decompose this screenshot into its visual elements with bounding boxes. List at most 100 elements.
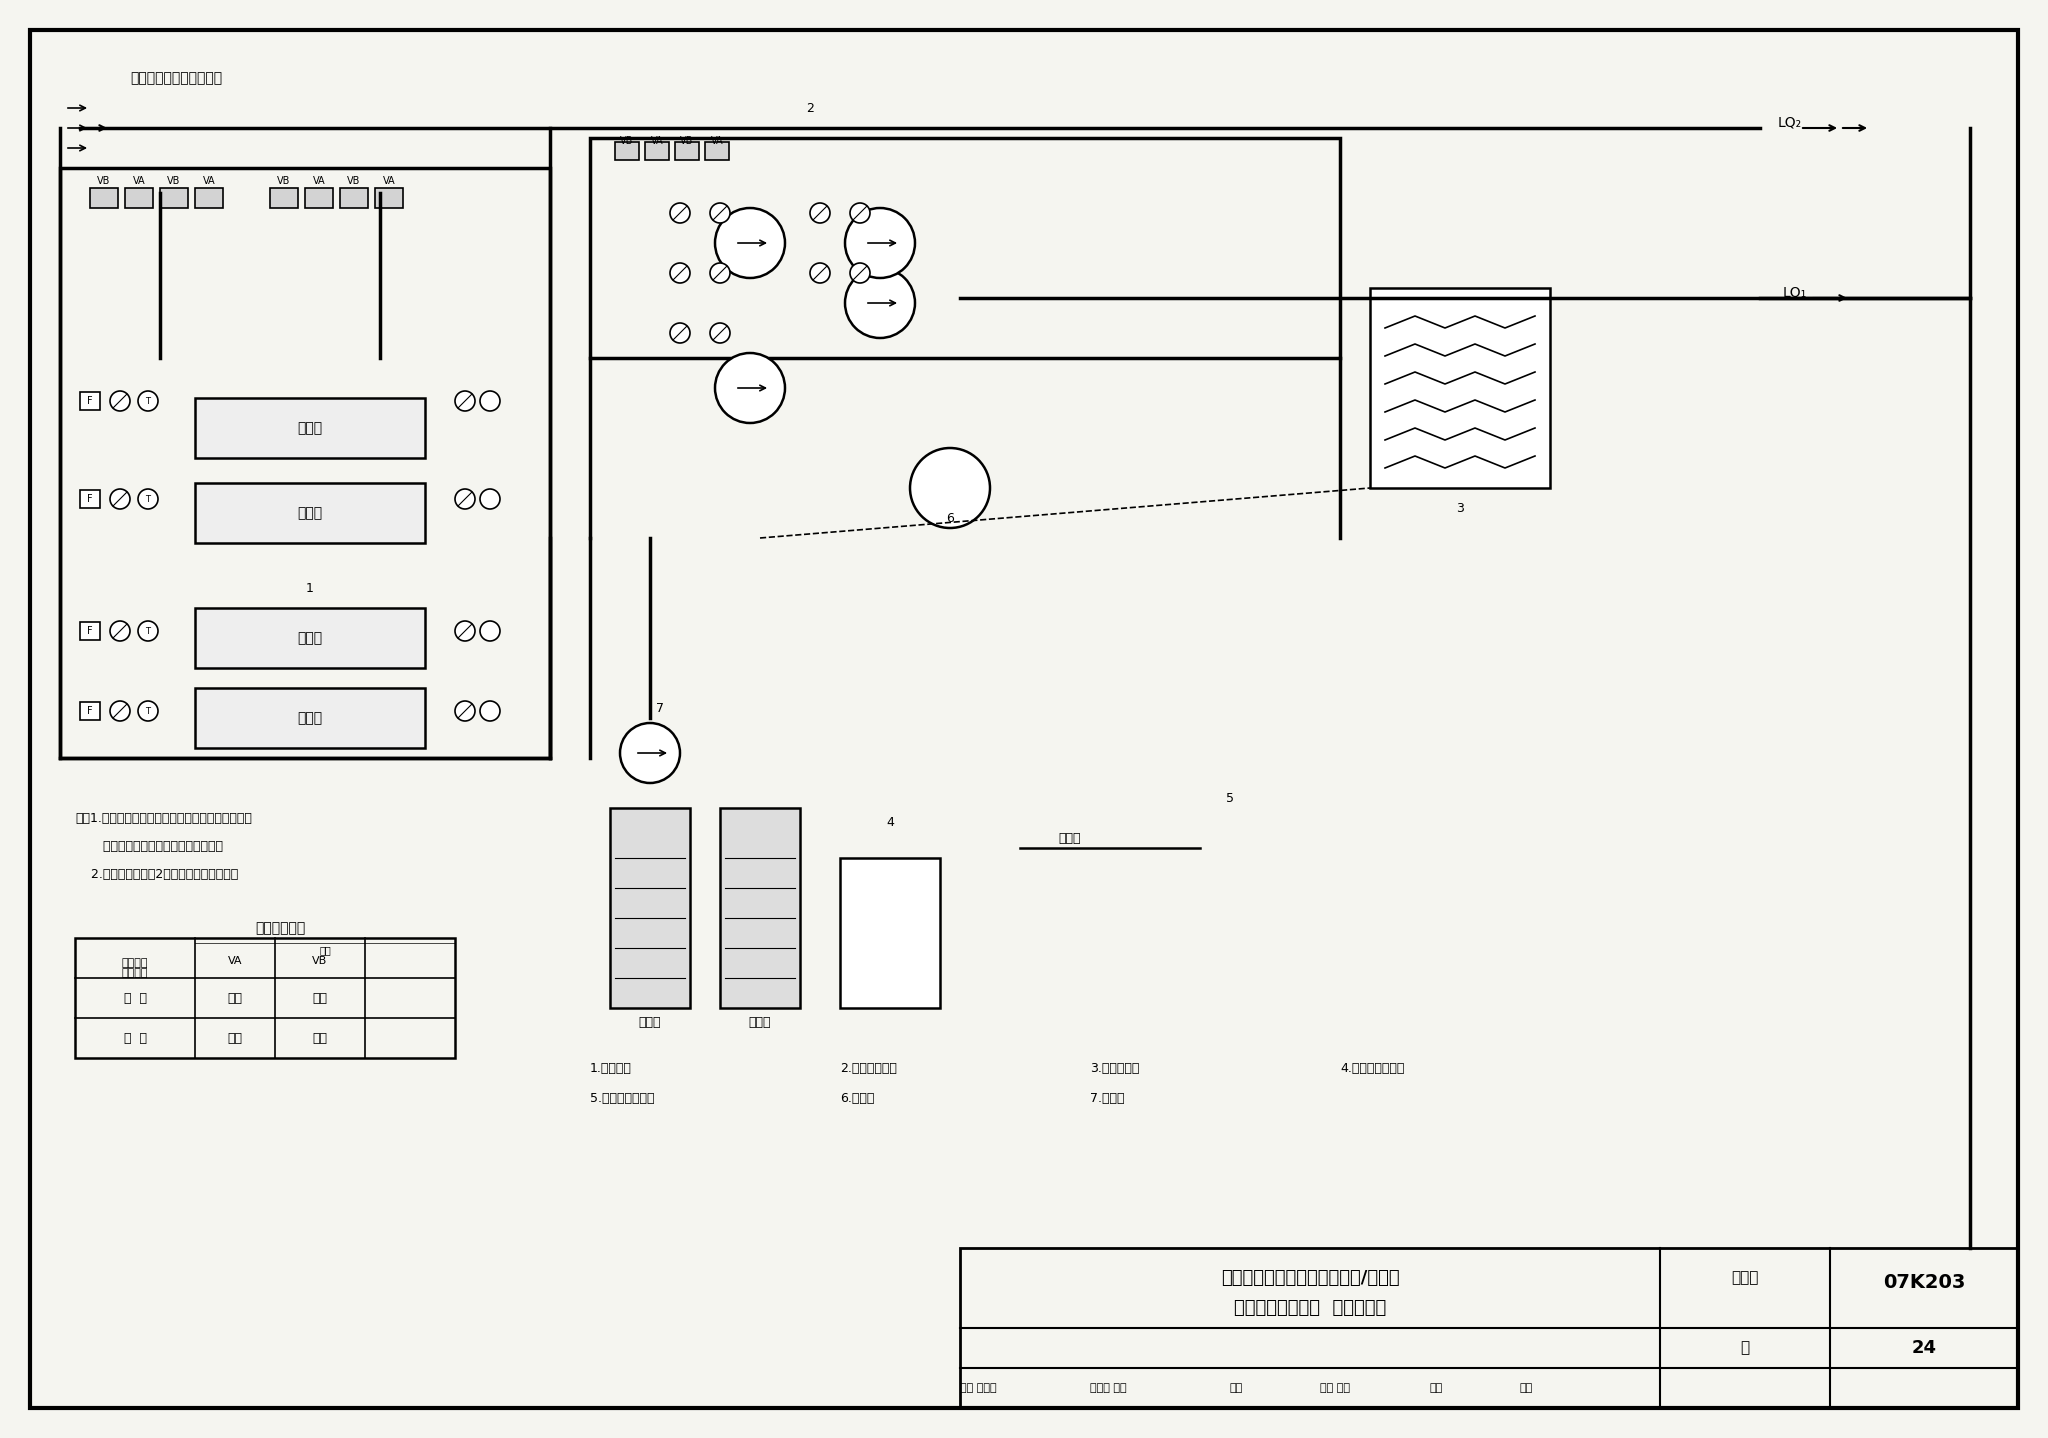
Bar [1370,288,1550,487]
Text: 关闭: 关闭 [313,991,328,1005]
Text: 2.当机组合数多于2台时，应取消备用泵．: 2.当机组合数多于2台时，应取消备用泵． [76,867,238,880]
Text: VA: VA [227,956,242,966]
Circle shape [711,203,729,223]
Circle shape [670,203,690,223]
Text: 阀门: 阀门 [319,945,332,955]
Text: 页: 页 [1741,1340,1749,1356]
Circle shape [137,700,158,720]
Bar [80,623,100,640]
Circle shape [811,203,829,223]
Circle shape [846,267,915,338]
Bar [195,483,426,544]
Text: VA: VA [651,137,664,147]
Text: 注：1.所有开关型电动阀均与相应的制冷设备联锁，: 注：1.所有开关型电动阀均与相应的制冷设备联锁， [76,811,252,824]
Text: 制  冷: 制 冷 [123,991,147,1005]
Text: 2.冷却水循环泵: 2.冷却水循环泵 [840,1061,897,1074]
Bar [90,188,119,209]
Text: 工况名称: 工况名称 [121,958,147,968]
Text: 芦岩: 芦岩 [1430,1383,1444,1393]
Text: 3: 3 [1456,502,1464,515]
Text: VB: VB [276,175,291,186]
Circle shape [850,263,870,283]
Bar [80,702,100,720]
Bar [840,858,940,1008]
Circle shape [455,489,475,509]
Text: F: F [88,706,92,716]
Text: VB: VB [168,175,180,186]
Text: 关闭: 关闭 [227,1031,242,1044]
Text: VA: VA [203,175,215,186]
Text: T: T [145,397,150,406]
Circle shape [715,352,784,423]
Text: 7.潜水泵: 7.潜水泵 [1090,1091,1124,1104]
Text: 但七孝 校对: 但七孝 校对 [1090,1383,1126,1393]
Bar [375,188,403,209]
Circle shape [479,391,500,411]
Circle shape [111,700,129,720]
Text: F: F [88,395,92,406]
Text: 4.自动水处理装置: 4.自动水处理装置 [1339,1061,1405,1074]
Circle shape [621,723,680,784]
Circle shape [711,324,729,344]
Text: VA: VA [383,175,395,186]
Text: VB: VB [98,175,111,186]
Text: F: F [88,495,92,503]
Circle shape [111,489,129,509]
Text: VA: VA [133,175,145,186]
Text: 蒸发器: 蒸发器 [297,421,324,436]
Text: 阀门状态: 阀门状态 [121,968,147,978]
Text: LQ₁: LQ₁ [1784,286,1806,301]
Text: 接用户侧空调循环水系统: 接用户侧空调循环水系统 [129,70,221,85]
Bar [125,188,154,209]
Bar [590,138,1339,358]
Circle shape [711,263,729,283]
Text: 1: 1 [305,581,313,594]
Text: 冷凝器: 冷凝器 [297,710,324,725]
Text: LQ₂: LQ₂ [1778,116,1802,129]
Text: T: T [145,495,150,503]
Text: 自来水: 自来水 [1059,831,1081,844]
Text: T: T [145,627,150,636]
Bar [614,142,639,160]
Circle shape [111,391,129,411]
Text: VB: VB [621,137,633,147]
Text: 抽水井: 抽水井 [639,1017,662,1030]
Text: 康清 设计: 康清 设计 [1321,1383,1350,1393]
Text: 冷凝器: 冷凝器 [297,506,324,521]
Bar [270,188,299,209]
Bar [195,188,223,209]
Circle shape [479,700,500,720]
Circle shape [137,391,158,411]
Circle shape [137,621,158,641]
Circle shape [715,209,784,278]
Bar [76,938,455,1058]
Bar [80,490,100,508]
Bar [195,398,426,457]
Text: 井水抽灌型地源热泵空调冷却/热源水: 井水抽灌型地源热泵空调冷却/热源水 [1221,1268,1399,1287]
Bar [80,393,100,410]
Circle shape [850,203,870,223]
Text: 07K203: 07K203 [1882,1274,1966,1293]
Text: 5.冷却水膨胀水箱: 5.冷却水膨胀水箱 [590,1091,655,1104]
Text: 手签: 手签 [1520,1383,1534,1393]
Bar [961,1248,2017,1408]
Circle shape [455,391,475,411]
Circle shape [479,621,500,641]
Bar [645,142,670,160]
Text: 审核 伍小亭: 审核 伍小亭 [961,1383,997,1393]
Text: VB: VB [313,956,328,966]
Text: 3.板式换热器: 3.板式换热器 [1090,1061,1139,1074]
Circle shape [909,449,989,528]
Text: 制  热: 制 热 [123,1031,147,1044]
Bar [705,142,729,160]
Bar [195,608,426,669]
Circle shape [455,700,475,720]
Text: 回灌井: 回灌井 [750,1017,772,1030]
Text: 蒸发器: 蒸发器 [297,631,324,646]
Bar [305,188,334,209]
Text: 康清: 康清 [1231,1383,1243,1393]
Bar [676,142,698,160]
Circle shape [811,263,829,283]
Bar [610,808,690,1008]
Text: 系统原理图（一）  不设冷却塔: 系统原理图（一） 不设冷却塔 [1233,1299,1386,1317]
